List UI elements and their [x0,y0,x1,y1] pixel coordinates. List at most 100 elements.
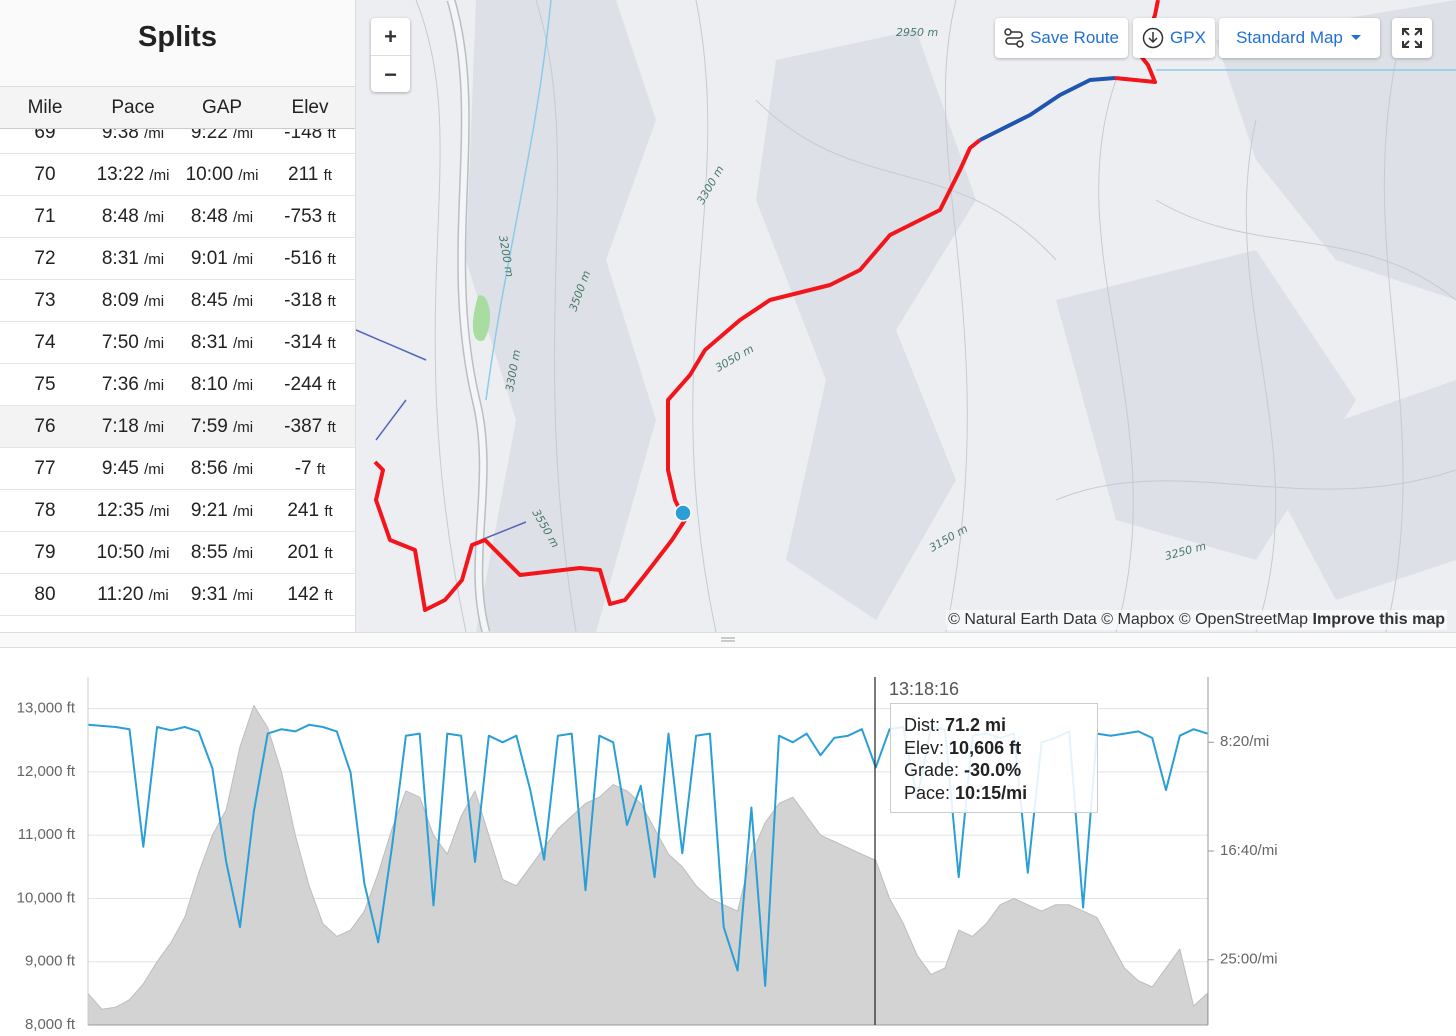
zoom-in[interactable]: + [371,18,410,56]
split-row: 75 7:36 /mi 8:10 /mi -244 ft [0,364,355,406]
save-route-button[interactable]: Save Route [995,18,1128,58]
split-value: 70 [34,164,56,185]
split-value: 71 [34,206,56,227]
split-cell: -516 ft [284,248,336,270]
split-row: 80 11:20 /mi 9:31 /mi 142 ft [0,574,355,616]
split-row: 77 9:45 /mi 8:56 /mi -7 ft [0,448,355,490]
split-cell: 9:01 /mi [191,248,253,270]
split-cell: 241 ft [287,500,332,522]
split-value: 8:45 [190,290,228,311]
split-value: 7:18 [101,416,139,437]
split-value: 9:31 [190,584,228,605]
position-marker [674,504,692,522]
split-cell: 142 ft [287,584,332,606]
split-value: 11:20 [97,584,144,605]
split-cell: 10:50 /mi [97,542,170,564]
split-value: 8:56 [190,458,228,479]
column-header: Pace [111,97,155,118]
map-style-dropdown[interactable]: Standard Map [1219,18,1380,58]
split-cell: -387 ft [284,416,336,438]
attribution-text: © Natural Earth Data © Mapbox © OpenStre… [948,611,1309,628]
split-cell: 8:10 /mi [191,374,253,396]
split-cell: 11:20 /mi [97,584,168,606]
split-unit: ft [327,335,336,352]
split-value: 69 [34,127,56,143]
split-unit: ft [324,503,333,520]
contour-label: 2950 m [896,26,938,39]
split-unit: /mi [233,545,254,562]
split-cell: 9:45 /mi [102,458,164,480]
y-tick-label: 9,000 ft [25,953,76,970]
split-unit: /mi [233,377,254,394]
split-cell: -7 ft [295,458,326,480]
split-cell: 8:55 /mi [191,542,253,564]
split-value: 79 [34,542,56,563]
split-cell: 9:22 /mi [191,127,253,144]
split-cell: 69 [34,127,55,144]
gpx-button[interactable]: GPX [1133,18,1215,58]
split-value: 9:45 [101,458,139,479]
splits-title: Splits [0,0,355,86]
tooltip-label: Elev: [904,737,945,758]
split-value: 77 [34,458,56,479]
split-unit: /mi [144,335,165,352]
map-style-label: Standard Map [1236,28,1343,47]
split-cell: 8:31 /mi [191,332,253,354]
split-cell: 9:31 /mi [191,584,253,606]
improve-link[interactable]: Improve this map [1312,611,1445,628]
y2-tick-label: 25:00/mi [1220,951,1278,968]
split-unit: /mi [238,167,259,184]
split-cell: 9:21 /mi [191,500,253,522]
y2-tick-label: 8:20/mi [1220,733,1269,750]
split-row: 79 10:50 /mi 8:55 /mi 201 ft [0,532,355,574]
split-unit: ft [327,251,336,268]
split-cell: -148 ft [284,127,336,144]
map[interactable]: 2950 m 3300 m 3200 m 3500 m 3050 m 3300 … [356,0,1456,632]
splits-table: 69 9:38 /mi 9:22 /mi -148 ft 70 13:22 /mi 10:0… [0,127,355,632]
tooltip: Dist: 71.2 mi Elev: 10,606 ft Grade: -30.0… [890,703,1098,813]
split-unit: ft [327,209,336,226]
split-unit: /mi [233,461,254,478]
contour-label: 3150 m [927,522,970,554]
tooltip-row: Pace: 10:15/mi [904,782,1084,805]
split-value: 8:48 [190,206,228,227]
split-cell: 74 [34,332,55,354]
zoom-out[interactable]: − [384,62,397,87]
split-cell: 76 [34,416,55,438]
split-value: 8:48 [101,206,139,227]
split-cell: 79 [34,542,55,564]
column-header: GAP [201,97,243,118]
y-tick-label: 10,000 ft [17,889,76,906]
split-cell: 12:35 /mi [97,500,170,522]
split-row: 69 9:38 /mi 9:22 /mi -148 ft [0,127,355,154]
tooltip-row: Elev: 10,606 ft [904,737,1084,760]
resize-divider[interactable] [0,632,1456,648]
split-value: 80 [34,584,56,605]
split-cell: 13:22 /mi [97,164,170,186]
contour-label: 3300 m [694,163,726,206]
contour-label: 3250 m [1163,539,1207,562]
split-cell: 201 ft [287,542,332,564]
split-unit: /mi [144,209,165,226]
attribution: © Natural Earth Data © Mapbox © OpenStre… [946,610,1447,630]
split-value: -148 [284,127,323,143]
split-value: 75 [34,374,56,395]
elevation-pace-chart: 8,000 ft 9,000 ft 10,000 ft 11,000 ft 12,000… [17,677,1278,1033]
split-cell: 7:59 /mi [191,416,253,438]
split-unit: ft [327,419,336,436]
tooltip-label: Pace: [904,782,951,803]
split-value: 201 [287,542,320,563]
split-unit: ft [324,587,333,604]
tooltip-value: -30.0% [964,760,1022,780]
split-unit: /mi [144,293,165,310]
fullscreen-button[interactable] [1392,18,1432,58]
split-cell: 75 [34,374,55,396]
split-unit: /mi [233,293,254,310]
split-value: 73 [34,290,56,311]
cursor-time: 13:18:16 [889,679,960,699]
split-value: 7:50 [101,332,139,353]
split-value: -7 [294,458,312,479]
split-value: 8:10 [190,374,228,395]
split-cell: 71 [34,206,55,228]
